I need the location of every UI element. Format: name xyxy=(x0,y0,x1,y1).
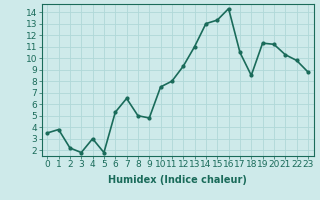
X-axis label: Humidex (Indice chaleur): Humidex (Indice chaleur) xyxy=(108,175,247,185)
